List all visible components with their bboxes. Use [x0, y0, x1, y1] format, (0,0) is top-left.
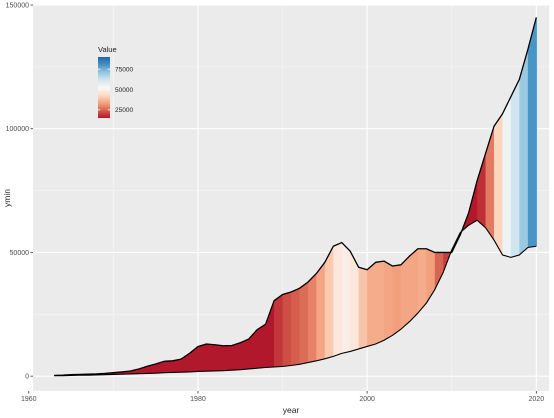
x-tick-label: 1980	[190, 396, 206, 403]
legend: Value 75000 50000 25000	[98, 45, 133, 118]
ymax-line	[54, 17, 537, 377]
value-band	[291, 288, 301, 366]
value-band	[477, 153, 487, 228]
y-tick-label: 50000	[10, 250, 30, 257]
value-band	[299, 282, 309, 365]
value-band	[485, 126, 495, 241]
value-band	[384, 261, 394, 341]
value-band	[282, 292, 292, 367]
legend-label: 50000	[115, 87, 133, 94]
y-axis: 0 50000 100000 150000	[6, 2, 33, 381]
y-tick-label: 150000	[6, 2, 29, 9]
value-band	[358, 267, 368, 349]
value-band	[206, 343, 216, 372]
legend-label: 25000	[115, 107, 133, 114]
value-band	[400, 256, 411, 330]
value-band	[494, 113, 504, 255]
value-band	[409, 248, 419, 322]
value-band	[307, 273, 317, 363]
x-axis-title: year	[283, 405, 300, 415]
legend-labels: 75000 50000 25000	[98, 67, 133, 114]
value-band	[155, 361, 165, 374]
x-axis: 1960 1980 2000 2020	[21, 391, 544, 403]
ymin-line	[54, 219, 537, 377]
y-tick-label: 100000	[6, 126, 29, 133]
value-band	[316, 262, 326, 361]
boundary-lines	[54, 17, 537, 377]
value-band	[172, 359, 182, 373]
value-band	[367, 262, 377, 347]
value-band	[341, 242, 351, 354]
value-band	[392, 264, 402, 336]
legend-title: Value	[98, 45, 117, 54]
y-tick-label: 0	[25, 374, 29, 381]
value-band	[417, 248, 427, 314]
value-bands	[54, 17, 537, 376]
value-band	[257, 324, 267, 369]
value-band	[324, 246, 334, 359]
legend-colorbar	[98, 57, 110, 118]
value-band	[265, 300, 275, 368]
value-band	[350, 251, 360, 352]
value-band	[434, 252, 444, 290]
value-band	[138, 366, 148, 374]
x-tick-label: 2020	[529, 396, 545, 403]
value-band	[240, 339, 250, 370]
value-band	[147, 364, 157, 374]
value-band	[468, 180, 478, 226]
value-band	[527, 17, 537, 248]
value-band	[510, 79, 520, 258]
value-band	[426, 248, 436, 304]
value-band	[164, 360, 174, 373]
value-band	[130, 368, 140, 374]
x-tick-label: 1960	[21, 396, 37, 403]
value-band	[197, 343, 208, 372]
value-band	[189, 346, 199, 372]
value-band	[274, 294, 284, 367]
value-band	[248, 329, 258, 369]
value-band	[231, 342, 241, 371]
value-band	[223, 345, 233, 371]
legend-label: 75000	[115, 67, 133, 74]
value-band	[502, 96, 512, 258]
value-band	[519, 49, 529, 255]
x-tick-label: 2000	[359, 396, 375, 403]
y-axis-title: ymin	[2, 189, 12, 207]
value-band	[375, 261, 385, 344]
value-band	[214, 344, 224, 371]
value-band	[333, 242, 343, 357]
